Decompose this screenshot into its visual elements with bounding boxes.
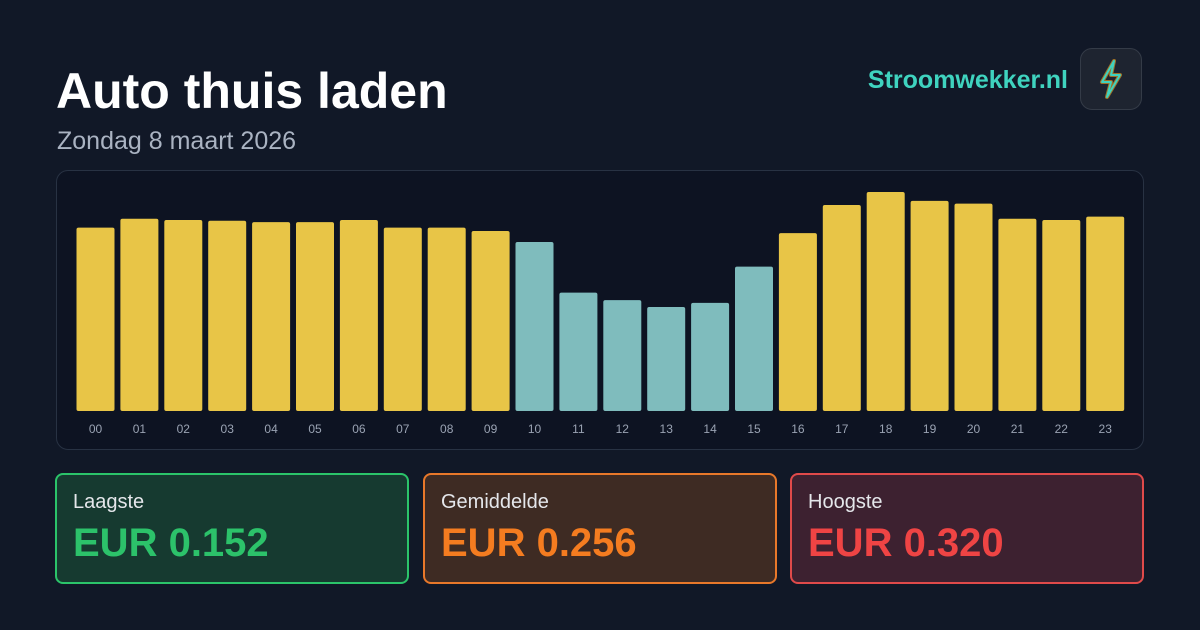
x-tick-label: 13: [660, 422, 674, 436]
x-tick-label: 19: [923, 422, 937, 436]
x-tick-label: 03: [221, 422, 235, 436]
stat-label: Hoogste: [808, 491, 883, 513]
bar: [164, 220, 203, 411]
bar: [296, 222, 334, 411]
bar: [427, 227, 466, 411]
bar: [603, 300, 642, 411]
bar: [515, 241, 554, 411]
stat-value: EUR 0.152: [73, 521, 269, 565]
x-tick-label: 05: [308, 422, 322, 436]
bar: [910, 200, 949, 411]
x-tick-label: 01: [133, 422, 147, 436]
x-tick-label: 21: [1011, 422, 1025, 436]
bar: [778, 233, 817, 411]
brand-icon: [1080, 48, 1142, 110]
bar: [76, 227, 115, 411]
x-tick-label: 18: [879, 422, 893, 436]
stat-value: EUR 0.256: [441, 521, 637, 565]
x-tick-label: 07: [396, 422, 410, 436]
bar: [954, 203, 993, 411]
x-tick-label: 14: [703, 422, 717, 436]
brand: Stroomwekker.nl: [867, 66, 1068, 94]
stat-card: Laagste EUR 0.152: [55, 473, 409, 584]
x-tick-label: 15: [747, 422, 761, 436]
bar: [998, 218, 1037, 411]
x-tick-label: 17: [835, 422, 849, 436]
x-tick-label: 12: [616, 422, 630, 436]
bar: [208, 220, 247, 411]
bar: [647, 306, 686, 411]
x-tick-label: 06: [352, 422, 366, 436]
x-tick-label: 23: [1099, 422, 1113, 436]
bar: [866, 192, 905, 411]
stat-value: EUR 0.320: [808, 521, 1004, 565]
bar: [339, 220, 378, 411]
stat-card: Hoogste EUR 0.320: [790, 473, 1144, 584]
x-tick-label: 02: [177, 422, 191, 436]
x-tick-label: 10: [528, 422, 542, 436]
x-tick-label: 00: [89, 422, 103, 436]
stat-card: Gemiddelde EUR 0.256: [423, 473, 777, 584]
bar: [559, 292, 598, 411]
bar: [383, 227, 422, 411]
bar: [691, 302, 730, 411]
chart: 00 01 02 03 04 05 06 07 08 09 10 11 12 13 14 15 16 17 18 19…: [76, 192, 1125, 436]
x-tick-label: 20: [967, 422, 981, 436]
title: Auto thuis laden: [56, 63, 448, 119]
bar: [252, 222, 291, 411]
bar: [120, 218, 159, 411]
x-tick-label: 22: [1055, 422, 1069, 436]
subtitle: Zondag 8 maart 2026: [57, 127, 297, 155]
x-tick-label: 16: [791, 422, 805, 436]
bolt-icon: [1100, 59, 1122, 99]
bar: [735, 266, 773, 411]
x-tick-label: 09: [484, 422, 498, 436]
bar: [1086, 216, 1125, 411]
bar: [822, 205, 861, 411]
x-tick-label: 11: [572, 422, 585, 436]
bar: [471, 231, 510, 411]
bar: [1042, 220, 1081, 411]
x-tick-label: 04: [264, 422, 278, 436]
stat-label: Laagste: [73, 491, 145, 513]
x-tick-label: 08: [440, 422, 454, 436]
stat-label: Gemiddelde: [441, 491, 549, 513]
